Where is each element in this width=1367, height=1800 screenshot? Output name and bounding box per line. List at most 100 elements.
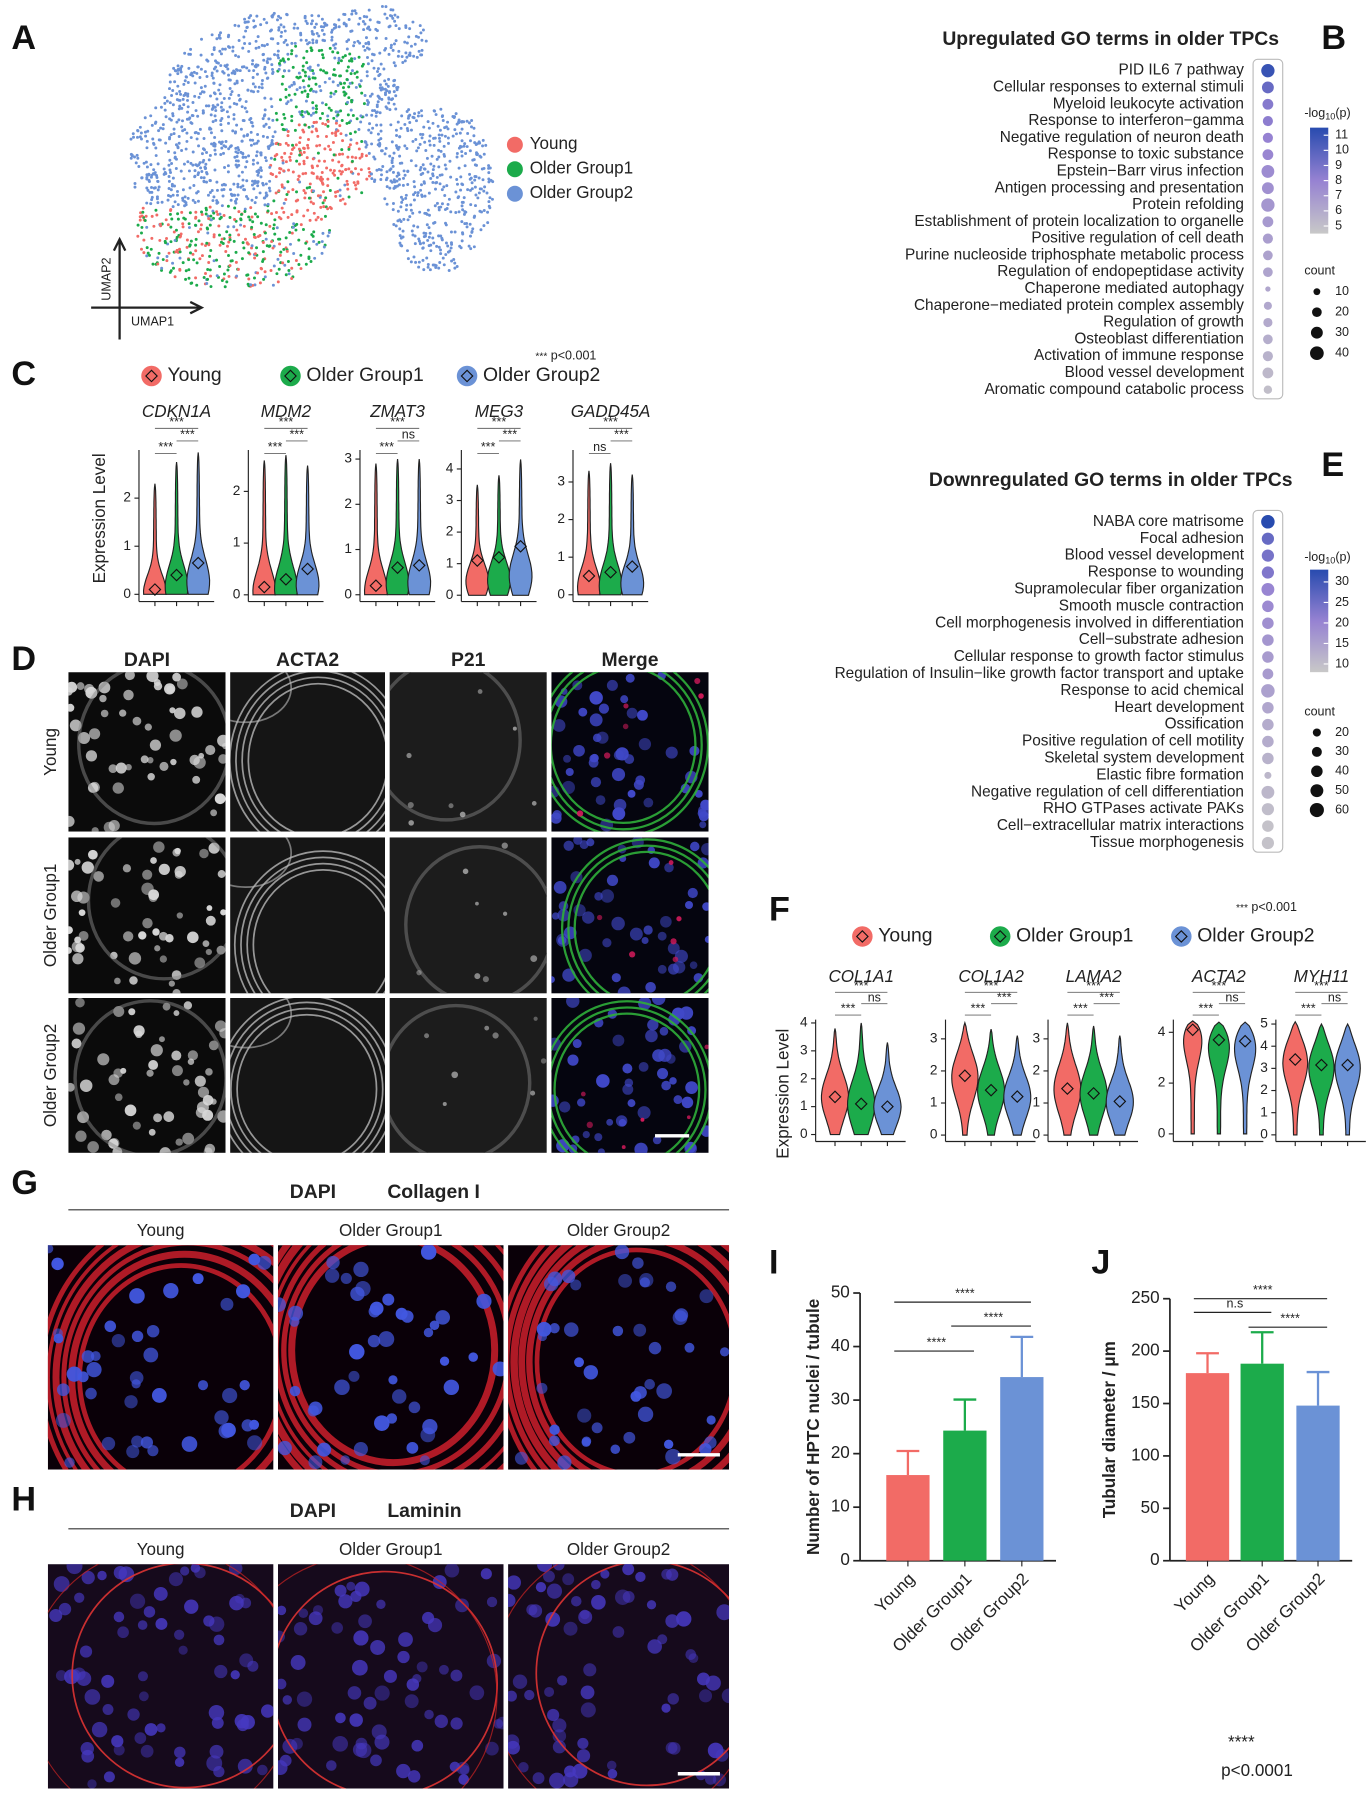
umap-cell: [219, 105, 223, 109]
nucleus: [444, 1564, 460, 1578]
umap-cell: [385, 89, 389, 93]
nucleus: [277, 1440, 292, 1456]
mean-diamond: [1113, 1094, 1127, 1108]
umap-cell: [241, 46, 245, 50]
umap-cell: [230, 259, 234, 263]
nucleus: [131, 1330, 144, 1343]
nucleus: [104, 1320, 117, 1333]
umap-cell: [320, 28, 324, 32]
colorbar-tick-label: 10: [1335, 143, 1349, 157]
umap-cell: [188, 186, 192, 190]
umap-cell: [236, 182, 240, 186]
y-tick-label: 2: [1158, 1075, 1166, 1090]
umap-cell: [468, 222, 472, 226]
umap-cell: [259, 221, 263, 225]
nucleus: [68, 1082, 75, 1092]
nucleus: [137, 1620, 148, 1630]
umap-cell: [286, 52, 290, 56]
umap-cell: [328, 189, 332, 193]
umap-cell: [406, 183, 410, 186]
umap-cell: [166, 198, 170, 202]
umap-cell: [387, 90, 391, 94]
umap-cell: [133, 155, 137, 159]
umap-cell: [433, 204, 437, 208]
umap-cell: [368, 94, 372, 98]
umap-cell: [253, 179, 257, 183]
nucleus: [47, 1245, 54, 1254]
umap-cell: [228, 145, 232, 149]
nucleus: [119, 709, 127, 717]
umap-cell: [328, 205, 332, 209]
umap-cell: [336, 83, 340, 87]
umap-cell: [446, 250, 450, 254]
nucleus: [347, 1686, 362, 1700]
nucleus: [88, 849, 98, 860]
nucleus: [293, 1622, 308, 1636]
umap-cell: [335, 110, 338, 114]
umap-cell: [432, 221, 436, 225]
umap-cell: [360, 191, 364, 195]
nucleus: [469, 1685, 485, 1701]
umap-cell: [261, 250, 265, 254]
nucleus: [618, 1118, 627, 1127]
umap-cell: [362, 102, 366, 106]
go-dot: [1262, 735, 1274, 748]
umap-cell: [140, 231, 143, 235]
umap-cell: [255, 14, 259, 18]
nucleus: [685, 1649, 697, 1660]
nucleus: [158, 863, 170, 875]
umap-cell: [394, 94, 398, 98]
umap-cell: [423, 140, 427, 144]
umap-cell: [294, 143, 298, 147]
umap-cell: [193, 174, 197, 178]
nucleus: [408, 820, 414, 826]
nucleus: [338, 1594, 353, 1609]
umap-cell: [440, 115, 444, 118]
umap-cell: [174, 228, 178, 232]
legend-swatch: [989, 926, 1011, 947]
umap-cell: [184, 147, 188, 151]
umap-cell: [388, 14, 392, 18]
umap-cell: [308, 65, 312, 69]
umap-cell: [241, 184, 245, 188]
umap-cell: [468, 177, 472, 181]
umap-cell: [184, 269, 188, 273]
nucleus: [240, 1597, 252, 1609]
umap-cell: [346, 113, 350, 117]
panel-letter: G: [11, 1164, 38, 1202]
umap-cell: [249, 14, 253, 18]
nucleus: [113, 1744, 125, 1756]
umap-cell: [333, 173, 337, 177]
umap-cell: [422, 241, 426, 245]
umap-cell: [233, 23, 237, 27]
umap-cell: [370, 92, 374, 96]
umap-cell: [215, 188, 219, 192]
umap-cell: [388, 108, 392, 112]
mean-diamond: [1314, 1058, 1328, 1072]
umap-cell: [458, 131, 462, 135]
nucleus: [103, 821, 115, 832]
umap-cell: [209, 94, 212, 98]
umap-cell: [294, 54, 298, 58]
colorbar-tick-label: 6: [1335, 203, 1342, 217]
umap-cell: [155, 195, 159, 199]
nucleus: [685, 901, 694, 910]
nucleus: [512, 1674, 528, 1689]
umap-cell: [167, 149, 170, 153]
umap-cell: [156, 201, 160, 205]
umap-cell: [274, 211, 278, 214]
column-label: Older Group1: [339, 1221, 442, 1240]
nucleus: [97, 1053, 110, 1066]
umap-cell: [375, 123, 379, 127]
nucleus: [547, 1708, 560, 1722]
nucleus: [240, 1715, 255, 1730]
umap-cell: [227, 115, 230, 119]
umap-cell: [340, 118, 344, 122]
nucleus: [526, 1604, 538, 1616]
nucleus: [423, 1327, 434, 1338]
umap-cell: [141, 210, 145, 214]
umap-cell: [472, 245, 476, 249]
umap-cell: [319, 175, 323, 179]
nucleus: [151, 1388, 167, 1403]
sig-label: ***: [984, 979, 999, 993]
